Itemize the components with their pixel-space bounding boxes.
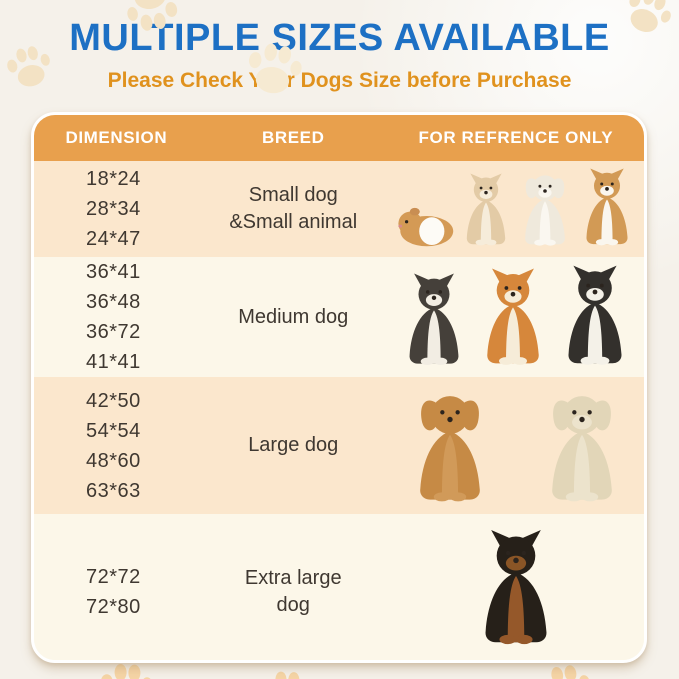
corgi-puppy-image	[576, 167, 638, 248]
dimension-value: 18*24	[86, 168, 141, 190]
column-header-breed: BREED	[261, 128, 325, 147]
bichon-frise-image	[515, 170, 575, 248]
reference-images-cell	[388, 257, 644, 377]
breed-label: Large dog	[248, 434, 339, 456]
size-chart-card: DIMENSION BREED FOR REFRENCE ONLY 18*24 …	[31, 112, 647, 663]
reference-images-cell	[388, 377, 644, 514]
table-row-small-dog: 18*24 28*34 24*47 Small dog &Small anima…	[34, 161, 644, 257]
dimension-value: 36*72	[86, 321, 141, 343]
breed-cell: Small dog &Small animal	[199, 161, 388, 257]
dimension-value: 36*48	[86, 291, 141, 313]
table-row-medium-dog: 36*41 36*48 36*72 41*41 Medium dog	[34, 257, 644, 377]
dimension-value: 72*80	[86, 595, 141, 618]
doberman-image	[470, 514, 562, 662]
dimension-value: 28*34	[86, 198, 141, 220]
page-title: MULTIPLE SIZES AVAILABLE	[69, 17, 610, 59]
border-collie-image	[555, 264, 635, 368]
dimension-value: 63*63	[86, 479, 141, 502]
dimension-value: 54*54	[86, 419, 141, 442]
dimension-cell: 72*72 72*80	[34, 514, 199, 660]
shiba-inu-image	[474, 267, 552, 368]
breed-label: Small dog	[248, 184, 338, 206]
french-bulldog-image	[397, 272, 471, 368]
page-subtitle: Please Check Your Dogs Size before Purch…	[107, 69, 572, 92]
column-header-dimension: DIMENSION	[65, 128, 168, 147]
breed-label: Extra large	[244, 566, 342, 589]
breed-cell: Medium dog	[199, 257, 388, 377]
breed-label: dog	[276, 593, 310, 616]
breed-label: Medium dog	[238, 305, 349, 328]
table-row-extra-large-dog: 72*72 72*80 Extra large dog	[34, 514, 644, 663]
reference-images-cell	[388, 161, 644, 257]
dimension-cell: 18*24 28*34 24*47	[34, 161, 199, 257]
chihuahua-image	[457, 172, 515, 248]
table-row-large-dog: 42*50 54*54 48*60 63*63 Large dog	[34, 377, 644, 514]
dimension-value: 41*41	[86, 351, 141, 373]
paw-print-icon	[258, 666, 314, 679]
breed-label: &Small animal	[229, 211, 358, 233]
dimension-cell: 36*41 36*48 36*72 41*41	[34, 257, 199, 377]
breed-cell: Extra large dog	[199, 514, 388, 660]
dimension-cell: 42*50 54*54 48*60 63*63	[34, 377, 199, 514]
dimension-value: 36*41	[86, 261, 141, 283]
dimension-value: 24*47	[86, 228, 141, 250]
dimension-value: 42*50	[86, 389, 141, 412]
labrador-retriever-image	[537, 388, 627, 505]
dimension-value: 72*72	[86, 565, 141, 588]
golden-retriever-image	[405, 388, 495, 505]
dimension-value: 48*60	[86, 449, 141, 472]
guinea-pig-image	[394, 203, 457, 248]
breed-cell: Large dog	[199, 377, 388, 514]
reference-images-cell	[388, 514, 644, 663]
column-header-reference: FOR REFRENCE ONLY	[418, 128, 614, 147]
table-header-row: DIMENSION BREED FOR REFRENCE ONLY	[34, 115, 644, 161]
